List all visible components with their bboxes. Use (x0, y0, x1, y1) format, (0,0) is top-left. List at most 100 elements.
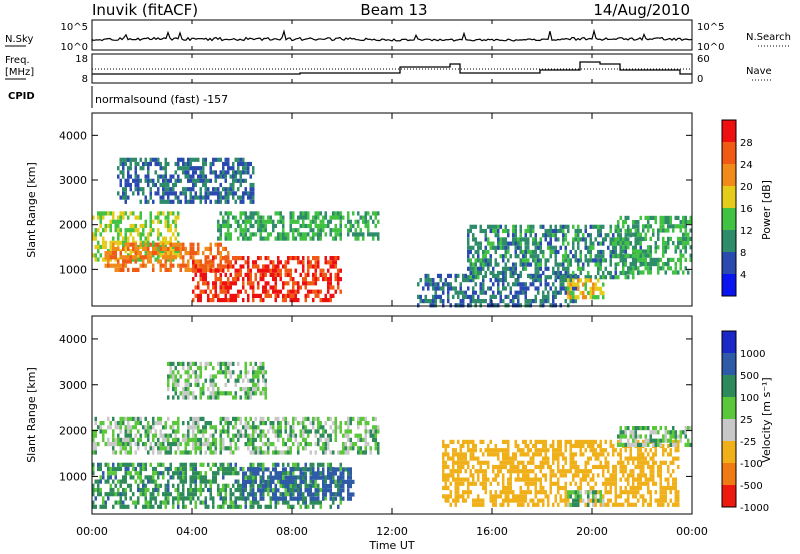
velocity-cell (542, 460, 545, 465)
velocity-cell (219, 466, 222, 472)
velocity-cell (334, 483, 337, 488)
power-cell (652, 232, 655, 237)
velocity-cell (642, 460, 645, 465)
velocity-cell (244, 395, 247, 400)
velocity-cell (92, 429, 95, 434)
power-cell (567, 266, 570, 271)
power-cell (194, 170, 197, 175)
power-cell (257, 223, 260, 229)
velocity-cell (539, 439, 542, 444)
power-cell (234, 191, 237, 196)
velocity-cell (294, 466, 297, 472)
velocity-cell (644, 448, 647, 453)
power-cell (277, 236, 280, 241)
velocity-cell (124, 462, 127, 467)
velocity-cell (279, 475, 282, 480)
velocity-cell (299, 442, 302, 447)
velocity-cell (452, 460, 455, 465)
velocity-cell (112, 487, 115, 493)
power-cell (232, 281, 235, 286)
power-cell (247, 215, 250, 220)
power-cell (467, 237, 470, 242)
velocity-cell (344, 467, 347, 472)
power-cell (609, 275, 612, 280)
velocity-cell (512, 494, 515, 499)
power-cell (302, 215, 305, 220)
power-cell (152, 240, 155, 245)
power-cell (429, 278, 432, 283)
power-cell (274, 289, 277, 294)
velocity-cell (239, 483, 242, 488)
velocity-cell (624, 477, 627, 482)
velocity-cell (639, 477, 642, 482)
power-cell (117, 259, 120, 264)
velocity-cell (449, 473, 452, 478)
velocity-cell (244, 500, 247, 505)
velocity-cell (192, 433, 195, 438)
velocity-cell (372, 425, 375, 430)
velocity-cell (322, 479, 325, 484)
power-cell (307, 289, 310, 294)
velocity-cell (134, 416, 137, 421)
power-cell (197, 285, 200, 290)
power-cell (512, 303, 515, 308)
power-cell (512, 237, 515, 242)
velocity-cell (244, 370, 247, 375)
power-cell (149, 242, 152, 247)
power-cell (164, 267, 167, 272)
velocity-cell (279, 429, 282, 434)
power-cell (299, 285, 302, 290)
velocity-cell (627, 481, 630, 486)
power-cell (624, 215, 627, 220)
power-cell (427, 299, 430, 304)
velocity-cell (592, 448, 595, 453)
velocity-cell (172, 500, 175, 505)
power-cell (179, 191, 182, 196)
power-cell (182, 263, 185, 268)
power-cell (129, 249, 132, 254)
power-cell (554, 278, 557, 283)
velocity-cell (459, 443, 462, 449)
power-cell (147, 166, 150, 171)
power-cell (512, 270, 515, 276)
power-cell (117, 236, 120, 241)
velocity-cell (614, 464, 617, 470)
velocity-cell (132, 416, 135, 421)
velocity-cell (122, 421, 125, 426)
velocity-cell (329, 416, 332, 421)
power-cell (304, 298, 307, 303)
power-cell (507, 249, 510, 255)
power-cell (377, 211, 380, 216)
velocity-cell (262, 450, 265, 455)
velocity-cell (642, 456, 645, 461)
power-cell (539, 237, 542, 242)
velocity-cell (137, 437, 140, 442)
velocity-cell (147, 479, 150, 484)
power-cell (109, 263, 112, 268)
velocity-cell (219, 370, 222, 375)
velocity-cell (169, 492, 172, 497)
velocity-cell (364, 450, 367, 455)
velocity-cell (644, 498, 647, 503)
velocity-cell (349, 467, 352, 472)
velocity-cell (292, 462, 295, 467)
velocity-cell (507, 490, 510, 495)
power-cell (162, 236, 165, 241)
power-cell (544, 233, 547, 238)
power-cell (167, 240, 170, 245)
velocity-cell (184, 479, 187, 484)
power-cell (637, 224, 640, 229)
velocity-cell (124, 450, 127, 455)
velocity-cell (504, 490, 507, 495)
power-cell (182, 255, 185, 260)
velocity-cell (209, 361, 212, 366)
power-cell (202, 281, 205, 286)
power-cell (619, 228, 622, 233)
velocity-cell (242, 433, 245, 438)
power-cell (549, 228, 552, 234)
power-cell (272, 268, 275, 273)
velocity-cell (259, 370, 262, 375)
power-cell (229, 174, 232, 179)
power-cell (214, 191, 217, 196)
power-cell (139, 244, 142, 250)
